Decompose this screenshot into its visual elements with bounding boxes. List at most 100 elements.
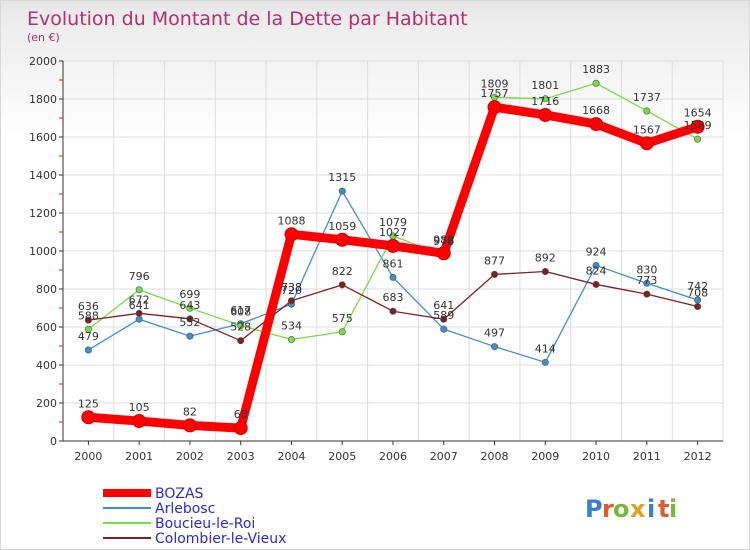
y-tick-label: 600 bbox=[36, 321, 57, 334]
logo-letter: i bbox=[669, 495, 677, 523]
data-label-boucieu-le-roi: 1589 bbox=[684, 119, 712, 132]
logo-letter: o bbox=[613, 495, 630, 523]
data-label-bozas: 125 bbox=[78, 397, 99, 410]
data-label-arlebosc: 617 bbox=[230, 304, 251, 317]
data-label-boucieu-le-roi: 1883 bbox=[582, 63, 610, 76]
data-label-bozas: 1567 bbox=[633, 123, 661, 136]
data-point-arlebosc bbox=[491, 343, 499, 351]
chart-subtitle: (en €) bbox=[27, 31, 60, 44]
data-label-colombier-le-vieux: 636 bbox=[78, 300, 99, 313]
data-label-bozas: 1757 bbox=[481, 87, 509, 100]
data-label-bozas: 1668 bbox=[582, 104, 610, 117]
data-point-bozas bbox=[335, 232, 350, 247]
data-label-colombier-le-vieux: 824 bbox=[586, 264, 607, 277]
data-label-boucieu-le-roi: 588 bbox=[78, 309, 99, 322]
data-label-boucieu-le-roi: 978 bbox=[433, 235, 454, 248]
data-label-boucieu-le-roi: 534 bbox=[281, 320, 302, 333]
data-point-colombier-le-vieux bbox=[338, 281, 346, 289]
data-label-colombier-le-vieux: 708 bbox=[687, 286, 708, 299]
data-point-colombier-le-vieux bbox=[541, 268, 549, 276]
y-tick-label: 0 bbox=[50, 435, 57, 448]
y-tick-label: 1200 bbox=[29, 207, 57, 220]
data-point-arlebosc bbox=[440, 325, 448, 333]
data-label-colombier-le-vieux: 773 bbox=[636, 274, 657, 287]
data-labels: 479 641 552 617 720 1315 861 589 497 414 924 830 742… bbox=[78, 63, 712, 421]
data-label-colombier-le-vieux: 528 bbox=[230, 321, 251, 334]
data-point-bozas bbox=[182, 418, 197, 433]
data-label-boucieu-le-roi: 1737 bbox=[633, 91, 661, 104]
data-point-boucieu-le-roi bbox=[135, 286, 143, 294]
data-label-boucieu-le-roi: 1079 bbox=[379, 216, 407, 229]
data-label-bozas: 105 bbox=[129, 401, 150, 414]
y-tick-label: 200 bbox=[36, 397, 57, 410]
x-tick-label: 2000 bbox=[74, 450, 102, 463]
data-label-colombier-le-vieux: 683 bbox=[383, 291, 404, 304]
data-point-boucieu-le-roi bbox=[186, 304, 194, 312]
data-point-bozas bbox=[589, 117, 604, 132]
data-point-bozas bbox=[538, 107, 553, 122]
data-point-arlebosc bbox=[338, 187, 346, 195]
data-label-boucieu-le-roi: 699 bbox=[179, 288, 200, 301]
data-label-boucieu-le-roi: 796 bbox=[129, 270, 150, 283]
data-label-bozas: 1059 bbox=[328, 220, 356, 233]
data-label-boucieu-le-roi: 575 bbox=[332, 312, 353, 325]
data-point-colombier-le-vieux bbox=[186, 315, 194, 323]
data-label-boucieu-le-roi: 1809 bbox=[481, 77, 509, 90]
legend-label: Colombier-le-Vieux bbox=[155, 531, 286, 547]
x-tick-label: 2011 bbox=[633, 450, 661, 463]
data-point-boucieu-le-roi bbox=[643, 107, 651, 115]
data-label-colombier-le-vieux: 672 bbox=[129, 293, 150, 306]
data-point-colombier-le-vieux bbox=[287, 297, 295, 305]
data-label-arlebosc: 641 bbox=[129, 299, 150, 312]
legend-label: BOZAS bbox=[155, 486, 204, 502]
legend-label: Arlebosc bbox=[155, 501, 215, 517]
data-label-colombier-le-vieux: 738 bbox=[281, 281, 302, 294]
data-label-boucieu-le-roi: 1801 bbox=[531, 79, 559, 92]
data-label-arlebosc: 924 bbox=[586, 245, 607, 258]
x-tick-label: 2001 bbox=[125, 450, 153, 463]
data-label-bozas: 68 bbox=[234, 408, 248, 421]
y-tick-label: 1600 bbox=[29, 131, 57, 144]
data-label-colombier-le-vieux: 643 bbox=[179, 299, 200, 312]
x-tick-label: 2009 bbox=[531, 450, 559, 463]
data-label-arlebosc: 861 bbox=[383, 257, 404, 270]
data-label-bozas: 988 bbox=[433, 233, 454, 246]
data-point-colombier-le-vieux bbox=[135, 309, 143, 317]
data-point-arlebosc bbox=[592, 261, 600, 269]
data-point-colombier-le-vieux bbox=[491, 270, 499, 278]
series-layer bbox=[81, 79, 705, 436]
data-point-arlebosc bbox=[389, 273, 397, 281]
x-tick-label: 2008 bbox=[481, 450, 509, 463]
data-label-arlebosc: 497 bbox=[484, 327, 505, 340]
y-tick-label: 1400 bbox=[29, 169, 57, 182]
y-tick-label: 1000 bbox=[29, 245, 57, 258]
data-point-arlebosc bbox=[135, 315, 143, 323]
data-label-bozas: 1027 bbox=[379, 226, 407, 239]
data-point-boucieu-le-roi bbox=[84, 325, 92, 333]
data-label-boucieu-le-roi: 608 bbox=[230, 305, 251, 318]
data-point-bozas bbox=[284, 227, 299, 242]
y-tick-label: 1800 bbox=[29, 93, 57, 106]
data-point-bozas bbox=[233, 421, 248, 436]
x-tick-label: 2004 bbox=[277, 450, 305, 463]
data-label-colombier-le-vieux: 822 bbox=[332, 265, 353, 278]
data-label-colombier-le-vieux: 892 bbox=[535, 252, 556, 265]
data-point-bozas bbox=[639, 136, 654, 151]
data-label-arlebosc: 414 bbox=[535, 342, 556, 355]
data-point-bozas bbox=[386, 238, 400, 253]
data-label-bozas: 1088 bbox=[277, 214, 305, 227]
x-tick-label: 2002 bbox=[176, 450, 204, 463]
data-point-colombier-le-vieux bbox=[643, 290, 651, 298]
data-point-colombier-le-vieux bbox=[694, 302, 702, 310]
data-point-colombier-le-vieux bbox=[84, 316, 92, 324]
data-point-bozas bbox=[436, 246, 451, 261]
data-point-boucieu-le-roi bbox=[694, 135, 702, 143]
y-tick-label: 2000 bbox=[29, 55, 57, 68]
chart-title: Evolution du Montant de la Dette par Hab… bbox=[27, 8, 468, 30]
data-label-bozas: 82 bbox=[183, 405, 197, 418]
data-point-arlebosc bbox=[84, 346, 92, 354]
data-point-colombier-le-vieux bbox=[440, 315, 448, 323]
data-point-bozas bbox=[132, 414, 147, 429]
logo-letter: P bbox=[585, 495, 603, 523]
